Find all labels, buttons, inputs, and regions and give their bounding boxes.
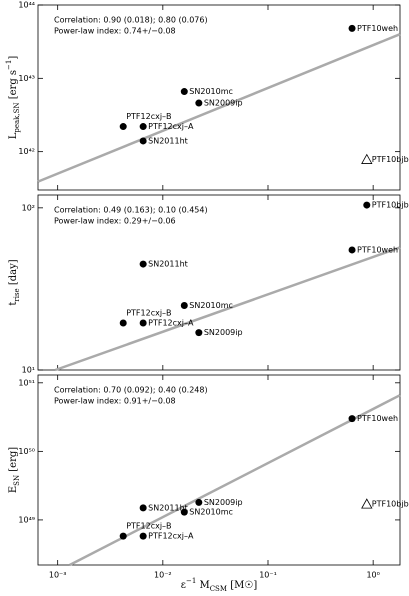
point-label: SN2009ip	[204, 498, 243, 507]
label-part: CSM	[210, 585, 227, 593]
y-tick-label: 10⁵⁰	[18, 447, 35, 456]
point-label: PTF10bjb	[372, 201, 409, 210]
x-tick-label: 10⁰	[366, 571, 379, 580]
point	[348, 246, 356, 254]
annotation: Correlation: 0.90 (0.018); 0.80 (0.076)	[54, 16, 208, 25]
annotation: Correlation: 0.70 (0.092); 0.40 (0.248)	[54, 386, 208, 395]
point-label: SN2011ht	[148, 260, 188, 269]
point-label: PTF10bjb	[372, 500, 409, 509]
x-axis-label: ε−1 MCSM [M☉]	[181, 577, 258, 593]
label-part: peak,SN	[13, 102, 21, 132]
y-tick-label: 10⁴³	[18, 74, 35, 83]
point-label: PTF12cxj–A	[148, 532, 194, 541]
point-label: PTF10weh	[357, 24, 398, 33]
point-label: SN2011ht	[148, 503, 188, 512]
label-part: ε	[181, 580, 186, 591]
panel-frame	[37, 194, 401, 371]
point	[361, 153, 373, 164]
point	[139, 319, 147, 327]
point	[348, 415, 356, 423]
y-tick-label: 10⁵¹	[18, 378, 35, 387]
point	[180, 301, 188, 309]
point-label: PTF12cxj–A	[148, 318, 194, 327]
y-axis-label: ESN [erg]	[8, 447, 22, 493]
fit-line	[37, 33, 401, 183]
point	[348, 24, 356, 32]
y-tick-label: 10⁴⁴	[18, 1, 35, 10]
point-label: SN2009ip	[204, 99, 243, 108]
point-label: PTF12cxj–B	[126, 112, 171, 121]
point	[119, 532, 127, 540]
point	[195, 329, 203, 337]
point	[195, 99, 203, 107]
panel-frame	[37, 374, 401, 566]
point	[363, 201, 371, 209]
point	[195, 498, 203, 506]
x-tick-label: 10⁻²	[154, 571, 172, 580]
label-part: [erg]	[8, 447, 19, 475]
annotation: Power-law index: 0.74+/−0.08	[54, 27, 176, 36]
point-label: PTF12cxj–B	[126, 522, 171, 531]
point-label: PTF12cxj–B	[126, 308, 171, 317]
label-part: L	[8, 132, 19, 139]
panel-frame	[37, 4, 401, 191]
label-part: [M☉]	[227, 580, 257, 591]
y-tick-label: 10¹	[22, 366, 35, 375]
label-part: [erg s	[8, 70, 19, 103]
x-tick-label: 10⁻¹	[259, 571, 277, 580]
x-tick-label: 10⁻³	[49, 571, 67, 580]
point-label: SN2010mc	[189, 301, 233, 310]
point	[139, 137, 147, 145]
label-part: −1	[186, 577, 196, 585]
point	[180, 88, 188, 96]
annotation: Power-law index: 0.91+/−0.08	[54, 397, 176, 406]
point	[119, 319, 127, 327]
point-label: PTF10weh	[357, 414, 398, 423]
annotation: Correlation: 0.49 (0.163); 0.10 (0.454)	[54, 206, 208, 215]
label-part: SN	[13, 475, 21, 486]
y-axis-label: trise [day]	[8, 259, 22, 305]
point-label: SN2011ht	[148, 136, 188, 145]
point	[139, 504, 147, 512]
point-label: SN2010mc	[189, 508, 233, 517]
point	[139, 532, 147, 540]
point-label: PTF10weh	[357, 245, 398, 254]
point-label: SN2009ip	[204, 328, 243, 337]
fit-line	[54, 246, 401, 372]
label-part: E	[8, 486, 19, 493]
y-axis-label: Lpeak,SN [erg s−1]	[5, 56, 21, 140]
label-part: ]	[8, 56, 19, 60]
y-tick-label: 10⁴²	[18, 147, 35, 156]
point	[119, 123, 127, 131]
point-label: PTF12cxj–A	[148, 122, 194, 131]
point-label: SN2010mc	[189, 87, 233, 96]
annotation: Power-law index: 0.29+/−0.06	[54, 217, 176, 226]
label-part: −1	[5, 60, 13, 70]
point	[180, 508, 188, 516]
y-tick-label: 10²	[22, 203, 35, 212]
label-part: [day]	[8, 259, 19, 288]
point-label: PTF10bjb	[372, 155, 409, 164]
label-part: M	[196, 580, 209, 591]
point	[139, 260, 147, 268]
y-tick-label: 10⁴⁹	[18, 515, 35, 524]
label-part: rise	[13, 288, 21, 301]
point	[139, 123, 147, 131]
label-part: t	[8, 302, 19, 306]
point	[361, 498, 373, 509]
